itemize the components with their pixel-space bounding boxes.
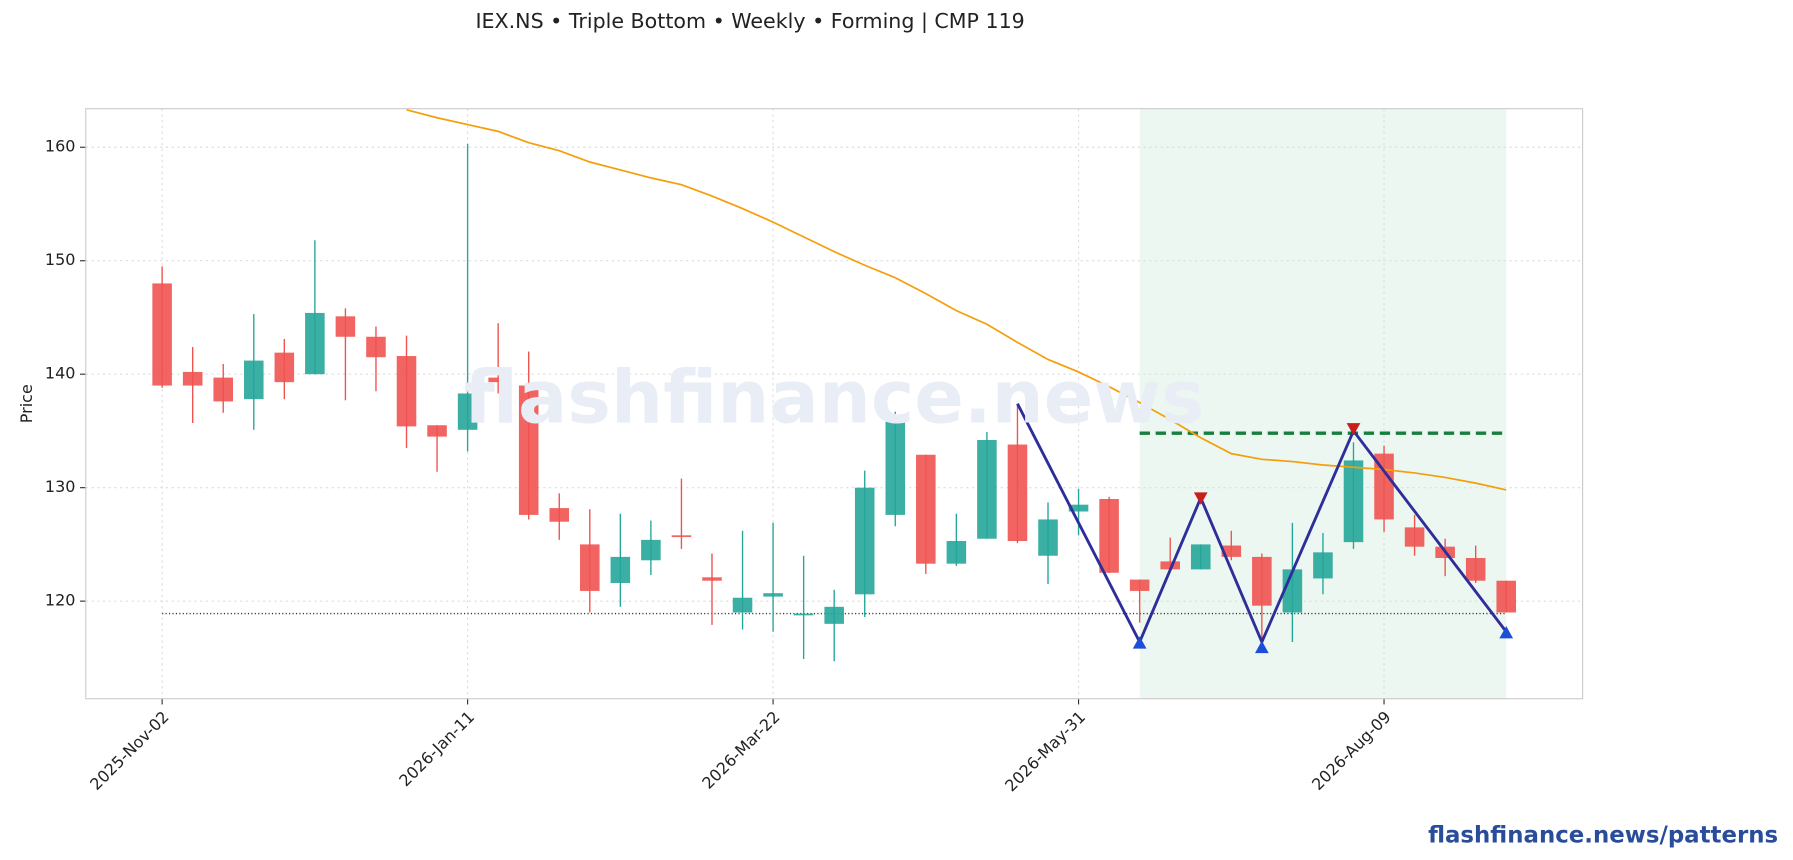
y-tick-label: 120 [45, 591, 76, 610]
candle-body [305, 312, 325, 375]
x-tick-label: 2026-Mar-22 [698, 707, 783, 792]
chart-title: IEX.NS • Triple Bottom • Weekly • Formin… [475, 9, 1024, 34]
x-tick-label: 2026-Jan-11 [395, 707, 478, 790]
candle-body [885, 421, 906, 515]
candle-body [549, 508, 570, 522]
candle-body [1007, 444, 1028, 541]
candle-body [152, 283, 172, 386]
trough-marker [1254, 640, 1269, 654]
candle-body [518, 385, 539, 515]
peak-marker [1193, 492, 1208, 505]
candle-body [1099, 499, 1119, 573]
candle-body [580, 544, 600, 591]
candle-body [1343, 460, 1364, 543]
candle-body [213, 377, 234, 402]
x-tick-label: 2026-Aug-09 [1308, 707, 1395, 794]
candle-body [977, 440, 997, 539]
candle-body [702, 577, 722, 581]
candle-body [854, 487, 875, 595]
pattern-zone [1139, 108, 1507, 699]
candle-body [457, 393, 478, 430]
candle-body [1313, 552, 1333, 579]
candle-body [243, 360, 264, 400]
footer: flashfinance.news/patterns [1428, 822, 1778, 848]
x-tick-label: 2025-Nov-02 [86, 707, 173, 794]
candle-body [1221, 545, 1242, 557]
plot-frame [85, 108, 1584, 700]
candle-body [732, 597, 753, 613]
candle-body [946, 540, 967, 564]
candle-body [793, 613, 814, 616]
peak-marker [1346, 423, 1361, 436]
candle-body [182, 371, 203, 386]
x-tick-label: 2026-May-31 [1001, 707, 1089, 795]
y-tick-label: 160 [45, 137, 76, 156]
candle-body [1190, 544, 1211, 570]
candle-body [396, 356, 417, 427]
candle-body [1496, 580, 1517, 613]
moving-average [406, 108, 1507, 491]
watermark: flashfinance.news [464, 356, 1205, 441]
candle-body [641, 539, 661, 561]
candle-body [916, 454, 936, 564]
candle-body [274, 352, 295, 383]
candle-body [1465, 558, 1486, 581]
trough-marker [1132, 636, 1147, 649]
trough-marker [1499, 626, 1514, 639]
candle-body [427, 425, 447, 437]
candle-body [1068, 504, 1089, 512]
y-tick-label: 130 [45, 477, 76, 496]
candle-body [824, 606, 844, 624]
candle-body [763, 593, 783, 597]
candle-body [1129, 579, 1150, 591]
candle-body [488, 377, 508, 383]
candle-body [671, 535, 692, 538]
y-tick-label: 140 [45, 364, 76, 383]
candle-body [1038, 519, 1058, 556]
candle-body [1160, 561, 1180, 570]
candle-body [610, 556, 631, 583]
candle-body [366, 336, 386, 358]
y-axis-label: Price [17, 384, 36, 423]
candle-body [335, 316, 356, 337]
y-tick-label: 150 [45, 250, 76, 269]
candle-body [1404, 527, 1425, 547]
candle-body [1252, 556, 1272, 606]
plot-area [85, 108, 1583, 699]
pattern-line [1016, 403, 1508, 646]
